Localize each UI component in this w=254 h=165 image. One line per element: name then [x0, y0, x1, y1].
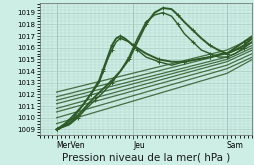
- X-axis label: Pression niveau de la mer( hPa ): Pression niveau de la mer( hPa ): [62, 153, 229, 163]
